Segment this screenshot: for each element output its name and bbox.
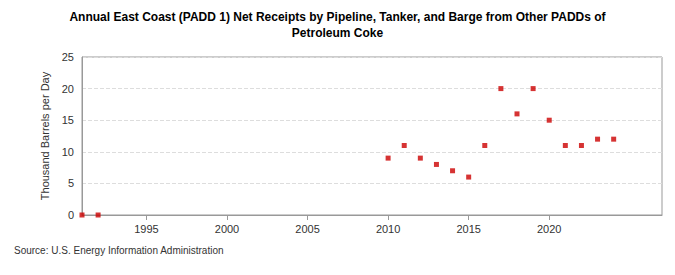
svg-text:0: 0: [68, 209, 74, 221]
svg-text:Annual East Coast (PADD 1) Net: Annual East Coast (PADD 1) Net Receipts …: [69, 10, 606, 24]
svg-text:20: 20: [62, 83, 74, 95]
svg-text:2010: 2010: [376, 223, 400, 235]
svg-text:2015: 2015: [456, 223, 480, 235]
svg-text:Source: U.S. Energy Informatio: Source: U.S. Energy Information Administ…: [14, 245, 224, 256]
svg-text:5: 5: [68, 177, 74, 189]
svg-text:10: 10: [62, 146, 74, 158]
svg-text:2005: 2005: [295, 223, 319, 235]
svg-text:1995: 1995: [134, 223, 158, 235]
svg-text:15: 15: [62, 114, 74, 126]
svg-text:25: 25: [62, 51, 74, 63]
svg-text:2000: 2000: [215, 223, 239, 235]
svg-text:2020: 2020: [537, 223, 561, 235]
svg-text:Thousand Barrels per Day: Thousand Barrels per Day: [39, 71, 51, 200]
svg-text:Petroleum Coke: Petroleum Coke: [292, 26, 384, 40]
